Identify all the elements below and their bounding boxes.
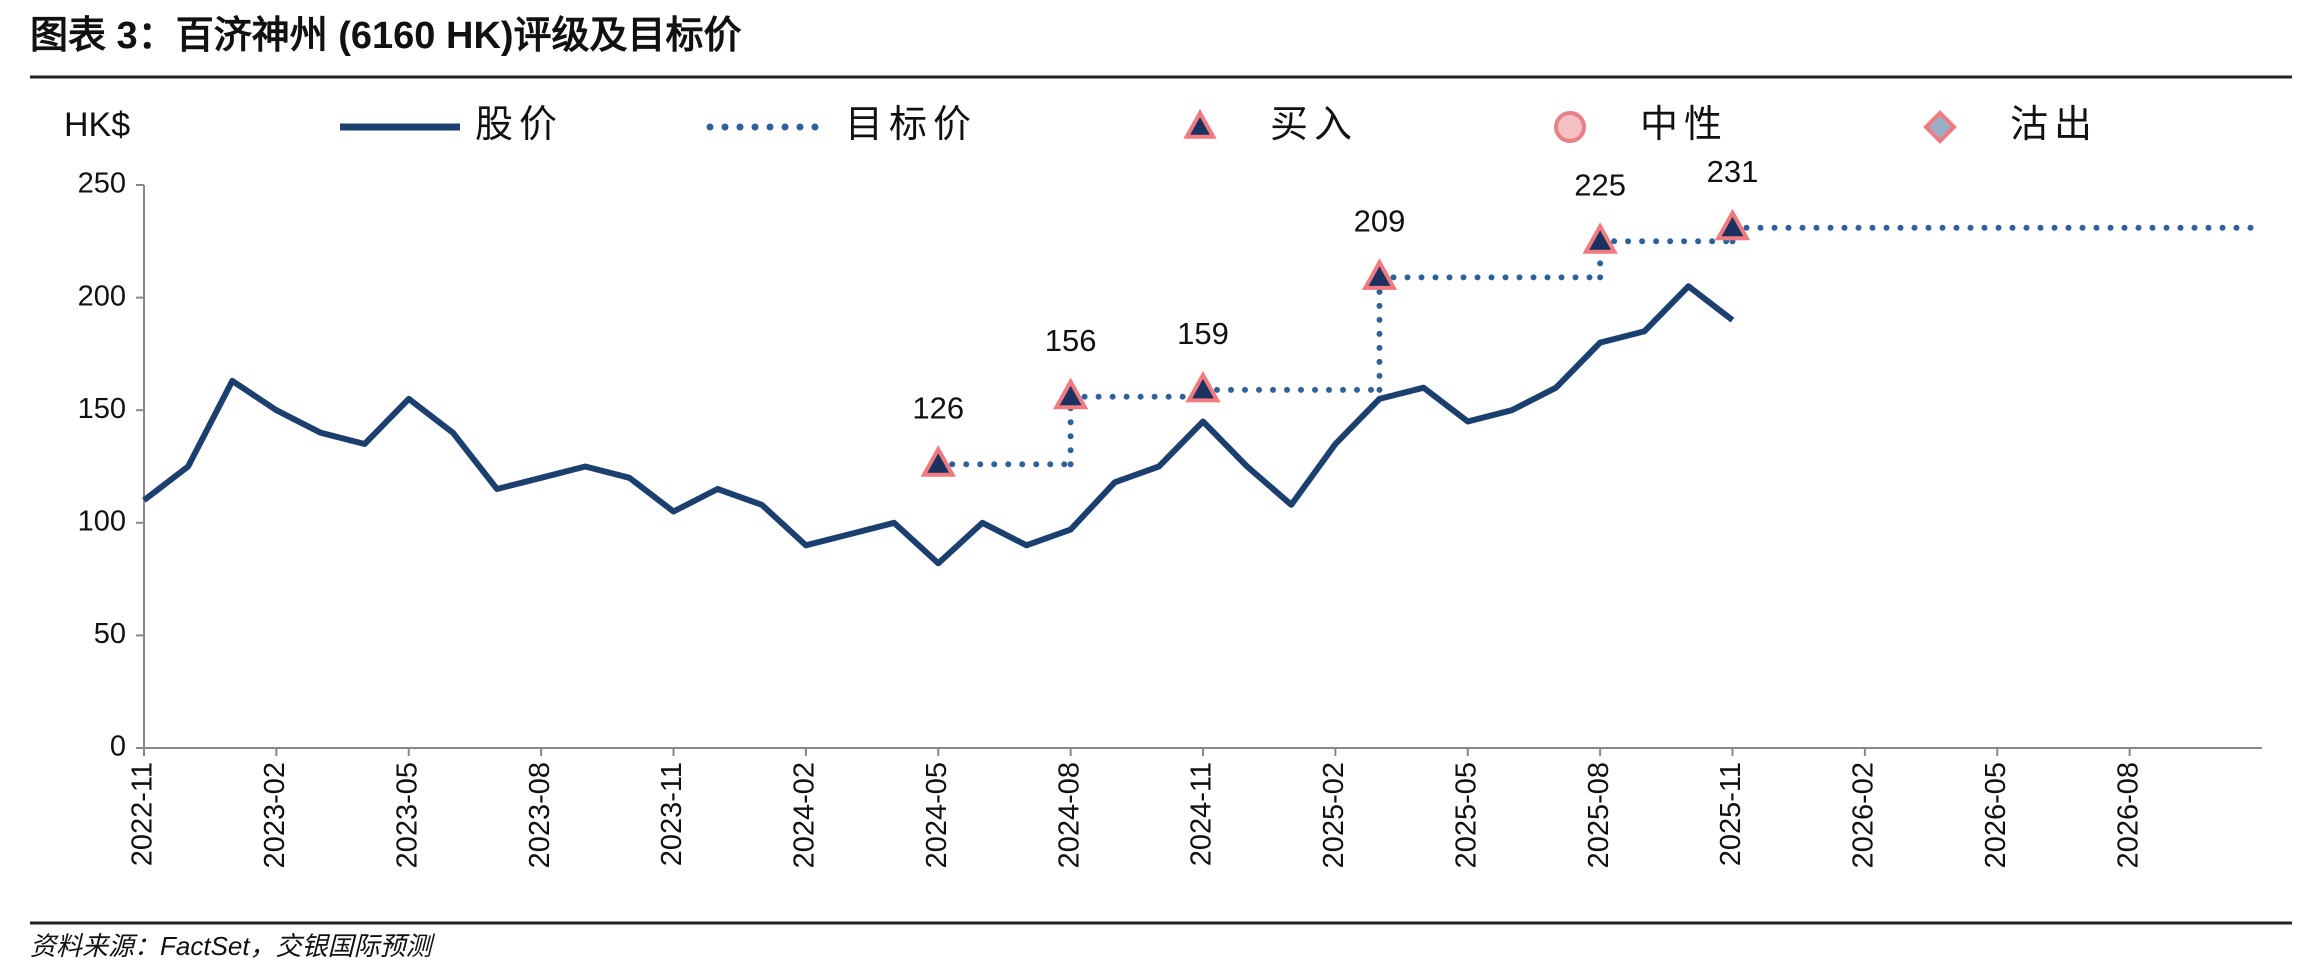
x-tick-label: 2023-08 (524, 762, 556, 868)
x-tick-label: 2025-05 (1450, 762, 1482, 868)
y-tick-label: 150 (78, 393, 126, 425)
x-tick-label: 2024-11 (1186, 762, 1218, 866)
y-tick-label: 50 (94, 618, 126, 650)
legend-label: 目标价 (845, 104, 977, 146)
marker-triangle (1714, 208, 1751, 241)
x-tick-label: 2024-08 (1053, 762, 1085, 868)
marker-triangle (1052, 377, 1089, 410)
data-label: 209 (1354, 204, 1406, 239)
legend-label: 股价 (475, 104, 563, 146)
marker-diamond (1923, 110, 1957, 144)
marker-triangle (920, 445, 956, 477)
price-line (142, 283, 1735, 567)
y-tick-label: 200 (78, 280, 126, 312)
source: 资料来源：FactSet，交银国际预测 (30, 931, 436, 961)
x-tick-label: 2026-05 (1980, 762, 2012, 868)
y-tick-label: 250 (78, 168, 126, 200)
marker-triangle (1183, 108, 1217, 139)
x-tick-label: 2023-02 (259, 762, 291, 868)
data-label: 159 (1177, 316, 1229, 351)
data-label: 126 (912, 390, 964, 425)
marker-circle (1554, 111, 1586, 143)
x-tick-label: 2022-11 (127, 762, 159, 866)
marker-triangle (1361, 258, 1398, 290)
x-tick-label: 2026-08 (2112, 762, 2144, 868)
y-unit: HK$ (64, 106, 130, 144)
marker-triangle (1185, 370, 1221, 403)
x-tick-label: 2025-08 (1583, 762, 1615, 868)
legend-label: 中性 (1640, 104, 1728, 146)
x-tick-label: 2024-05 (921, 762, 953, 868)
x-tick-label: 2026-02 (1848, 762, 1880, 868)
legend-label: 沽出 (2010, 104, 2098, 146)
x-tick-label: 2023-05 (391, 762, 423, 868)
y-tick-label: 0 (110, 731, 126, 763)
legend-label: 买入 (1270, 104, 1358, 146)
data-label: 225 (1574, 167, 1626, 202)
x-tick-label: 2024-02 (789, 762, 821, 868)
x-tick-label: 2025-11 (1715, 762, 1747, 866)
marker-triangle (1582, 222, 1618, 254)
chart-title: 图表 3：百济神州 (6160 HK)评级及目标价 (30, 15, 742, 57)
x-tick-label: 2025-02 (1318, 762, 1350, 868)
data-label: 156 (1045, 323, 1097, 358)
y-tick-label: 100 (78, 505, 126, 537)
x-tick-label: 2023-11 (656, 762, 688, 866)
data-label: 231 (1707, 154, 1759, 189)
